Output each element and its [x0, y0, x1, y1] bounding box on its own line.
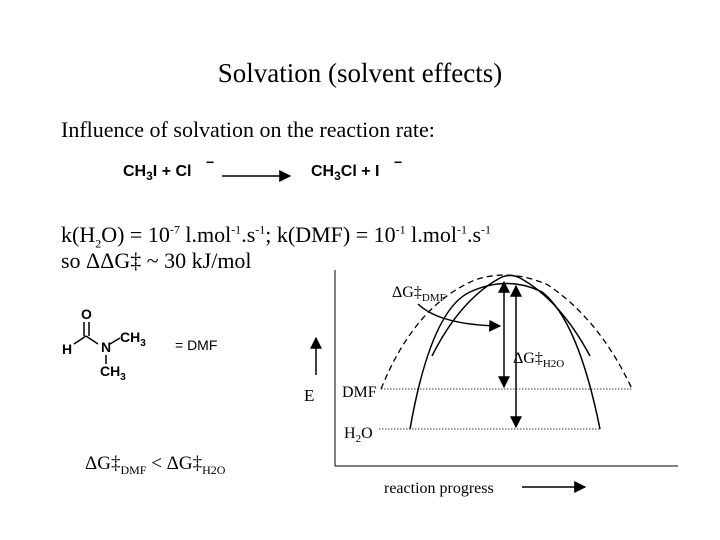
- dmf-level-label: DMF: [342, 384, 377, 401]
- ch3-top: CH3: [120, 329, 146, 349]
- atom-o: O: [81, 306, 92, 322]
- atom-h: H: [62, 341, 72, 357]
- comparison-statement: ΔG‡DMF < ΔG‡H2O: [85, 453, 226, 477]
- dmf-equals-label: = DMF: [175, 337, 218, 353]
- slide-title: Solvation (solvent effects): [217, 58, 503, 88]
- dmf-structure: O H N CH3 CH3: [62, 306, 146, 383]
- top-curve: [431, 274, 591, 357]
- h2o-curve: [409, 282, 601, 430]
- product-charge: −: [394, 154, 402, 170]
- x-axis-label: reaction progress: [384, 480, 494, 497]
- reaction-equation: CH3I + Cl CH3Cl + I: [123, 163, 379, 184]
- ch3-bottom: CH3: [100, 363, 126, 383]
- slide-subtitle: Influence of solvation on the reaction r…: [61, 117, 435, 142]
- dg-dmf-pointer: [417, 303, 502, 332]
- rate-constants: k(H2O) = 10-7 l.mol-1.s-1; k(DMF) = 10-1…: [61, 222, 492, 251]
- dg-h2o-label: ΔG‡H2O: [513, 350, 564, 370]
- reactants: CH3I + Cl: [123, 163, 192, 184]
- products: CH3Cl + I: [311, 163, 380, 184]
- h2o-level-label: H2O: [344, 425, 373, 445]
- delta-delta-g: so ΔΔG‡ ~ 30 kJ/mol: [61, 248, 252, 273]
- atom-n: N: [101, 339, 111, 355]
- reactant-charge: −: [206, 154, 214, 170]
- dg-dmf-label: ΔG‡DMF: [392, 284, 446, 304]
- y-axis-label: E: [304, 386, 314, 405]
